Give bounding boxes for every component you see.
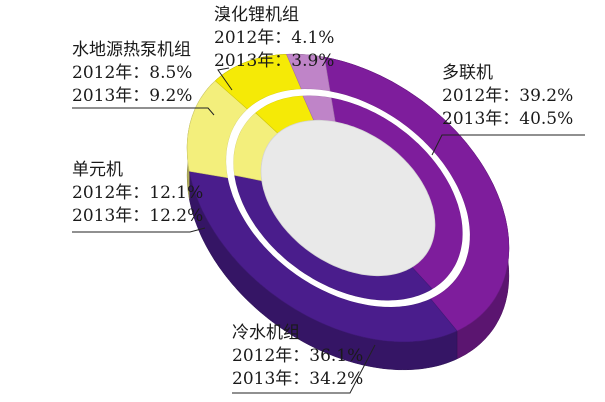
leader-chiller [232,344,376,394]
label-vrf-name: 多联机 [442,63,493,83]
label-unit-value-2: 2013年：12.2% [72,206,203,226]
label-vrf: 多联机 2012年：39.2% 2013年：40.5% [442,63,573,129]
leader-lithium [217,67,233,91]
ring-separator [226,89,470,307]
label-chiller-value-2: 2013年：34.2% [232,369,363,389]
leader-lines [72,67,585,394]
label-chiller-value-1: 2012年：36.1% [232,346,363,366]
label-ground: 水地源热泵机组 2012年：8.5% 2013年：9.2% [72,40,192,106]
leader-unit [72,227,206,233]
label-chiller: 冷水机组 2012年：36.1% 2013年：34.2% [232,323,363,389]
label-lithium-name: 溴化锂机组 [214,5,299,25]
label-unit-value-1: 2012年：12.1% [72,183,203,203]
ring-decor [226,89,470,307]
label-ground-value-2: 2013年：9.2% [72,86,192,106]
label-unit-name: 单元机 [72,160,123,180]
doughnut-center [260,119,436,277]
leader-ground [72,107,215,116]
data-labels: 溴化锂机组 2012年：4.1% 2013年：3.9% 水地源热泵机组 2012年：8.… [72,5,573,389]
leader-vrf [431,134,585,156]
label-lithium-value-2: 2013年：3.9% [214,51,334,71]
label-vrf-value-1: 2012年：39.2% [442,86,573,106]
label-chiller-name: 冷水机组 [232,323,300,343]
ring-top-faces [186,53,510,343]
label-ground-value-1: 2012年：8.5% [72,63,192,83]
label-lithium: 溴化锂机组 2012年：4.1% 2013年：3.9% [214,5,334,71]
label-lithium-value-1: 2012年：4.1% [214,28,334,48]
label-unit: 单元机 2012年：12.1% 2013年：12.2% [72,160,203,226]
label-ground-name: 水地源热泵机组 [72,40,191,60]
label-vrf-value-2: 2013年：40.5% [442,109,573,129]
